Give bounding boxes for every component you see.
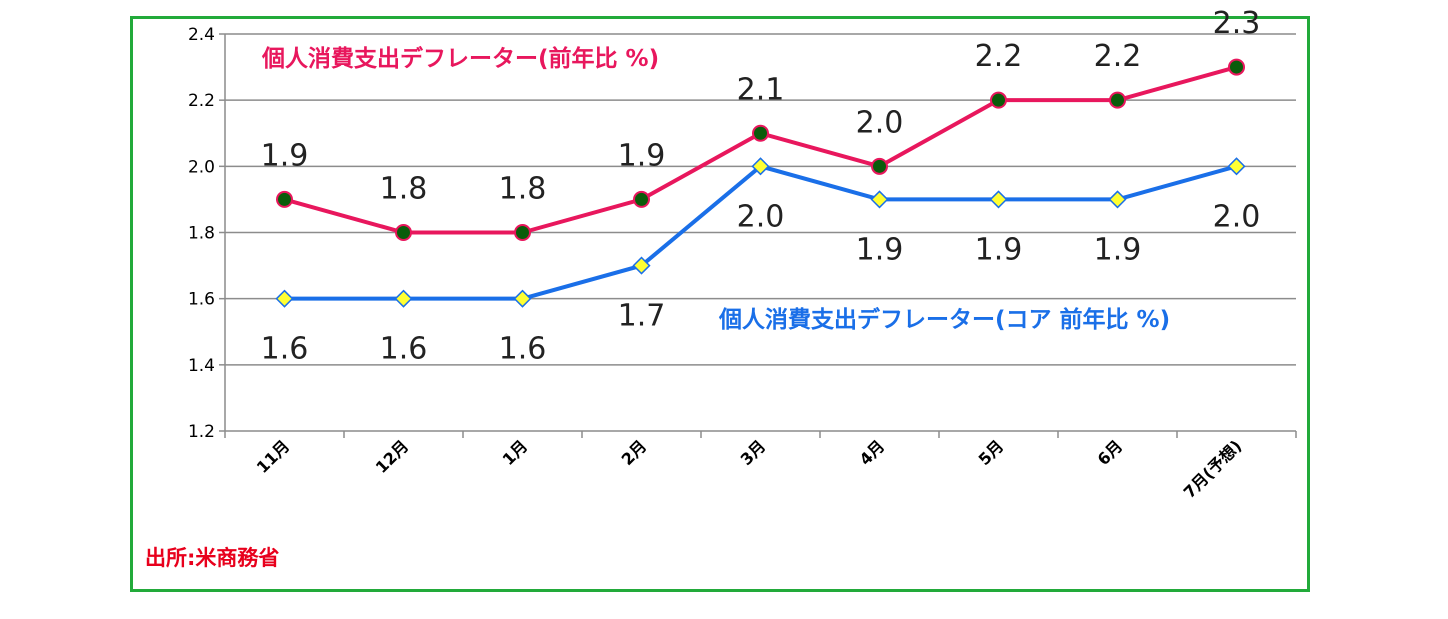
y-tick-label: 1.4 [188,356,215,376]
data-label-headline: 2.3 [1213,6,1261,41]
data-point-core [275,289,294,308]
data-point-core [751,157,770,176]
data-point-core [632,256,651,275]
x-tick-label: 12月 [372,436,413,477]
data-point-core [870,190,889,209]
data-label-core: 2.0 [737,199,785,234]
x-tick-label: 6月 [1094,436,1127,469]
y-tick-label: 2.0 [188,157,215,177]
data-label-core: 1.6 [499,332,547,367]
data-label-core: 1.9 [1094,232,1142,267]
data-label-headline: 2.2 [1094,39,1142,74]
data-point-core [513,289,532,308]
x-tick-label: 1月 [499,436,532,469]
data-point-headline [514,224,531,241]
series-label-core: 個人消費支出デフレーター(コア 前年比 %) [718,306,1170,333]
series-layer [275,58,1246,308]
x-tick-label: 5月 [975,436,1008,469]
data-label-core: 1.7 [618,299,666,334]
source-note: 出所:米商務省 [145,546,279,570]
label-layer: 1.9 1.8 1.8 1.9 2.1 2.0 2.2 2.2 2.3 1.6 1.6 1.6 1.7 2… [261,6,1261,367]
data-point-headline [1228,58,1245,76]
y-tick-label: 2.2 [188,91,215,111]
data-point-core [1108,190,1127,209]
chart-frame [130,16,1310,592]
data-label-headline: 1.9 [618,138,666,173]
y-tick-label: 2.4 [188,25,215,45]
data-label-headline: 2.2 [975,39,1023,74]
data-label-headline: 1.8 [380,172,428,207]
x-tick-label: 7月(予想) [1180,436,1246,502]
data-point-headline [276,190,293,208]
data-label-headline: 2.1 [737,72,785,107]
data-label-core: 1.6 [261,332,309,367]
y-tick-label: 1.8 [188,224,215,244]
y-tick-label: 1.6 [188,290,215,310]
data-point-core [1227,157,1246,176]
data-label-core: 1.9 [975,232,1023,267]
data-point-core [394,289,413,308]
data-label-headline: 2.0 [856,105,904,140]
data-point-headline [1109,91,1126,109]
data-label-core: 1.9 [856,232,904,267]
x-tick-label: 2月 [618,436,651,469]
data-point-headline [752,124,769,142]
data-point-headline [990,91,1007,109]
y-tick-label: 1.2 [188,422,215,442]
series-label-headline: 個人消費支出デフレーター(前年比 %) [261,45,659,72]
x-tick-label: 11月 [253,436,294,477]
data-label-core: 2.0 [1213,199,1261,234]
data-point-headline [871,157,888,175]
data-label-core: 1.6 [380,332,428,367]
data-point-headline [395,224,412,241]
data-label-headline: 1.8 [499,172,547,207]
data-point-core [989,190,1008,209]
data-label-headline: 1.9 [261,138,309,173]
x-tick-label: 4月 [856,436,889,469]
x-tick-label: 3月 [737,436,770,469]
data-point-headline [633,190,650,208]
